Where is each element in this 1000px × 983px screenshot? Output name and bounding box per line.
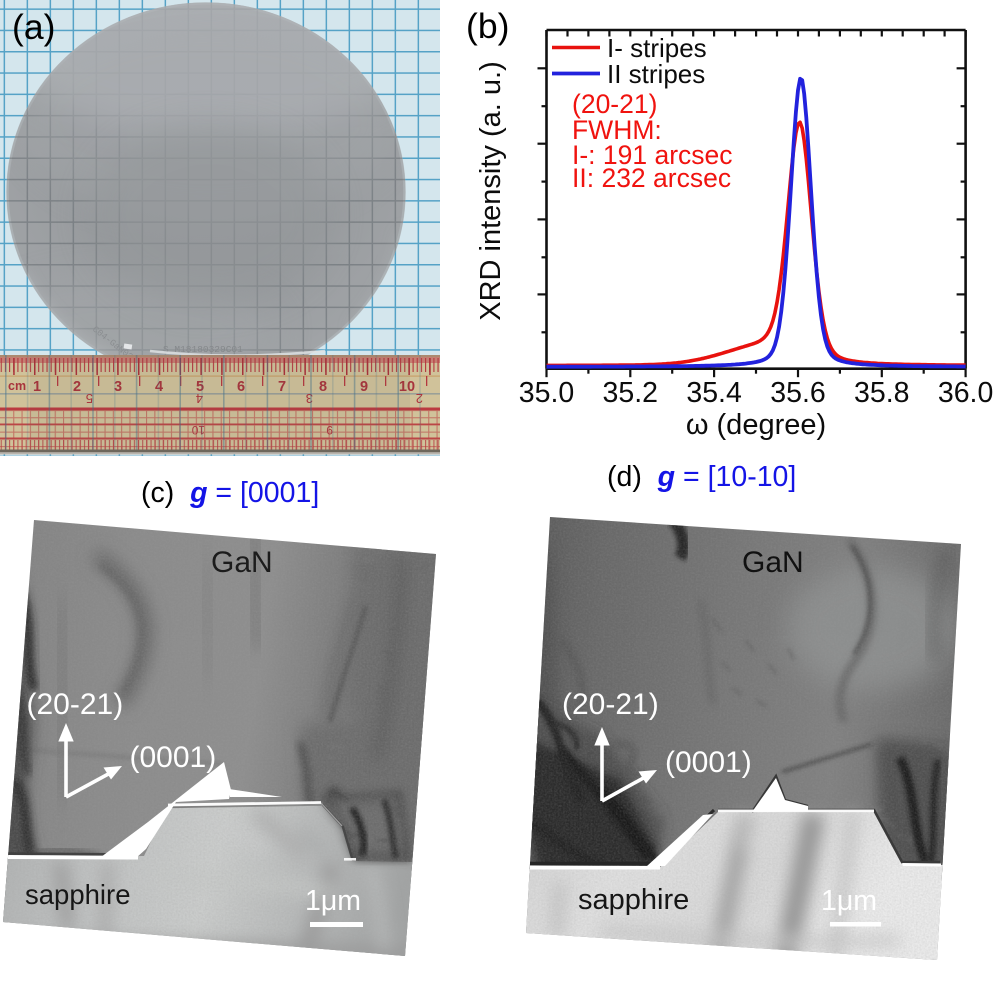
svg-text:35.2: 35.2 <box>603 377 658 409</box>
svg-text:7: 7 <box>278 379 286 395</box>
svg-text:cm: cm <box>8 379 26 393</box>
svg-text:4: 4 <box>196 391 203 406</box>
svg-text:2: 2 <box>73 379 81 395</box>
svg-text:5: 5 <box>86 391 93 406</box>
svg-text:10: 10 <box>191 423 205 437</box>
svg-text:(0001): (0001) <box>130 741 217 774</box>
svg-text:XRD intensity (a. u.): XRD intensity (a. u.) <box>475 61 507 320</box>
svg-text:sapphire: sapphire <box>578 884 689 916</box>
svg-text:I- stripes: I- stripes <box>607 33 707 63</box>
svg-text:(20-21): (20-21) <box>572 89 657 119</box>
svg-text:I-: 191 arcsec: I-: 191 arcsec <box>572 140 733 170</box>
svg-text:(20-21): (20-21) <box>562 688 659 721</box>
svg-text:1: 1 <box>33 379 41 395</box>
svg-text:35.6: 35.6 <box>770 377 825 409</box>
svg-text:GaN: GaN <box>742 546 804 579</box>
svg-text:FWHM:: FWHM: <box>572 115 662 145</box>
svg-text:9: 9 <box>326 423 333 437</box>
svg-text:10: 10 <box>399 379 415 395</box>
svg-text:8: 8 <box>319 379 327 395</box>
svg-text:4: 4 <box>155 379 163 395</box>
svg-text:II: 232 arcsec: II: 232 arcsec <box>572 163 731 193</box>
svg-text:II stripes: II stripes <box>607 59 705 89</box>
svg-text:(0001): (0001) <box>665 746 752 779</box>
svg-text:1μm: 1μm <box>821 885 877 917</box>
svg-text:sapphire: sapphire <box>25 879 131 910</box>
svg-text:3: 3 <box>306 391 313 406</box>
svg-text:6: 6 <box>237 379 245 395</box>
svg-text:35.0: 35.0 <box>519 377 574 409</box>
svg-text:(20-21): (20-21) <box>27 688 124 721</box>
svg-text:ω (degree): ω (degree) <box>686 409 826 441</box>
svg-text:GaN: GaN <box>211 546 273 579</box>
svg-text:36.0: 36.0 <box>938 377 993 409</box>
svg-text:1μm: 1μm <box>305 885 361 917</box>
svg-text:9: 9 <box>360 379 368 395</box>
svg-text:35.8: 35.8 <box>854 377 909 409</box>
svg-text:2: 2 <box>416 391 423 406</box>
svg-text:5: 5 <box>196 379 204 395</box>
svg-text:3: 3 <box>114 379 122 395</box>
svg-text:S M18180329C01: S M18180329C01 <box>163 344 243 355</box>
svg-text:35.4: 35.4 <box>686 377 742 409</box>
